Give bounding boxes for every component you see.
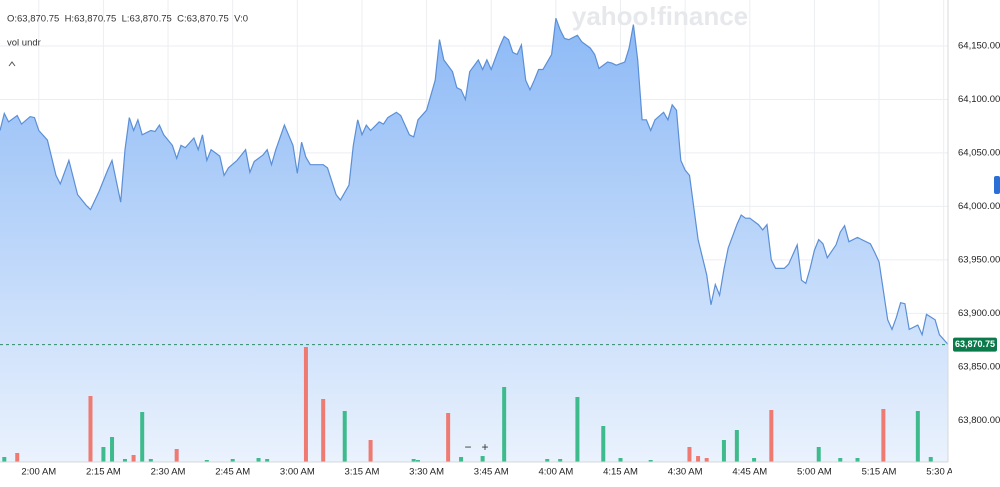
y-axis: 63,800.00 63,850.00 63,900.00 63,950.00 64,0… bbox=[953, 41, 1000, 426]
volume-bar bbox=[140, 412, 145, 462]
volume-bar bbox=[411, 459, 416, 462]
volume-bar bbox=[928, 457, 933, 462]
volume-bar bbox=[915, 411, 920, 462]
x-tick-label: 4:15 AM bbox=[603, 467, 638, 478]
volume-bar bbox=[558, 459, 563, 462]
y-tick-label: 64,000.00 bbox=[958, 201, 1000, 212]
x-tick-label: 3:45 AM bbox=[474, 467, 509, 478]
x-tick-label: 5:30 AM bbox=[926, 467, 961, 478]
volume-bar bbox=[110, 437, 115, 462]
volume-bar bbox=[687, 447, 692, 462]
y-tick-label: 63,950.00 bbox=[958, 254, 1000, 265]
volume-bar bbox=[734, 430, 739, 462]
volume-bar bbox=[545, 459, 550, 462]
price-area bbox=[0, 18, 948, 462]
zoom-in[interactable]: + bbox=[481, 440, 488, 454]
price-line bbox=[0, 17, 949, 345]
y-tick-label: 64,050.00 bbox=[958, 147, 1000, 158]
y-tick-label: 63,800.00 bbox=[958, 415, 1000, 426]
volume-bar bbox=[752, 458, 757, 462]
volume-bar bbox=[601, 426, 606, 462]
x-axis: 2:00 AM 2:15 AM 2:30 AM 2:45 AM 3:00 AM 3:15 … bbox=[21, 467, 961, 478]
watermark: yahoo!finance bbox=[572, 1, 748, 31]
volume-bar bbox=[303, 347, 308, 462]
volume-bar bbox=[256, 458, 261, 462]
x-tick-label: 3:00 AM bbox=[280, 467, 315, 478]
volume-bar bbox=[131, 455, 136, 462]
zoom-out[interactable]: − bbox=[464, 440, 471, 454]
volume-bar bbox=[415, 460, 420, 462]
volume-bar bbox=[446, 413, 451, 462]
volume-bar bbox=[838, 458, 843, 462]
x-tick-label: 2:15 AM bbox=[86, 467, 121, 478]
x-tick-label: 5:00 AM bbox=[797, 467, 832, 478]
y-tick-label: 63,900.00 bbox=[958, 308, 1000, 319]
x-tick-label: 2:45 AM bbox=[215, 467, 250, 478]
side-tab[interactable] bbox=[994, 176, 1000, 194]
volume-bar bbox=[696, 456, 701, 462]
volume-bar bbox=[2, 457, 7, 462]
volume-bar bbox=[342, 411, 347, 462]
x-tick-label: 4:30 AM bbox=[668, 467, 703, 478]
last-price-badge bbox=[953, 337, 997, 352]
study-label[interactable]: vol undr bbox=[7, 38, 41, 49]
x-tick-label: 2:30 AM bbox=[151, 467, 186, 478]
volume-bar bbox=[148, 459, 153, 462]
volume bbox=[2, 347, 933, 462]
volume-bar bbox=[881, 409, 886, 462]
volume-bar bbox=[122, 459, 127, 462]
x-tick-label: 3:15 AM bbox=[345, 467, 380, 478]
collapse-icon[interactable] bbox=[8, 61, 16, 67]
y-tick-label: 63,850.00 bbox=[958, 361, 1000, 372]
volume-bar bbox=[769, 410, 774, 462]
x-tick-label: 2:00 AM bbox=[21, 467, 56, 478]
volume-bar bbox=[321, 399, 326, 462]
volume-bar bbox=[204, 460, 209, 462]
volume-bar bbox=[648, 460, 653, 462]
volume-bar bbox=[618, 458, 623, 462]
zoom-in-button[interactable]: + bbox=[481, 440, 488, 454]
volume-bar bbox=[575, 397, 580, 462]
volume-bar bbox=[502, 387, 507, 462]
x-tick-label: 3:30 AM bbox=[409, 467, 444, 478]
volume-bar bbox=[480, 456, 485, 462]
volume-bar bbox=[174, 449, 179, 462]
plot bbox=[0, 17, 949, 462]
volume-bar bbox=[721, 440, 726, 462]
volume-bar bbox=[368, 440, 373, 462]
last-price-label: 63,870.75 bbox=[955, 339, 995, 349]
ohlc-readout: O:63,870.75 H:63,870.75 L:63,870.75 C:63… bbox=[7, 14, 248, 25]
volume-bar bbox=[265, 459, 270, 462]
y-tick-label: 64,150.00 bbox=[958, 41, 1000, 52]
volume-bar bbox=[88, 396, 93, 462]
volume-bar bbox=[15, 453, 20, 462]
volume-bar bbox=[101, 447, 106, 462]
volume-bar bbox=[230, 459, 235, 462]
volume-bar bbox=[704, 458, 709, 462]
x-tick-label: 4:45 AM bbox=[732, 467, 767, 478]
volume-bar bbox=[855, 458, 860, 462]
x-tick-label: 5:15 AM bbox=[862, 467, 897, 478]
volume-bar bbox=[816, 447, 821, 462]
volume-bar bbox=[459, 457, 464, 462]
y-tick-label: 64,100.00 bbox=[958, 94, 1000, 105]
x-tick-label: 4:00 AM bbox=[538, 467, 573, 478]
zoom-out-button[interactable]: − bbox=[464, 440, 471, 454]
